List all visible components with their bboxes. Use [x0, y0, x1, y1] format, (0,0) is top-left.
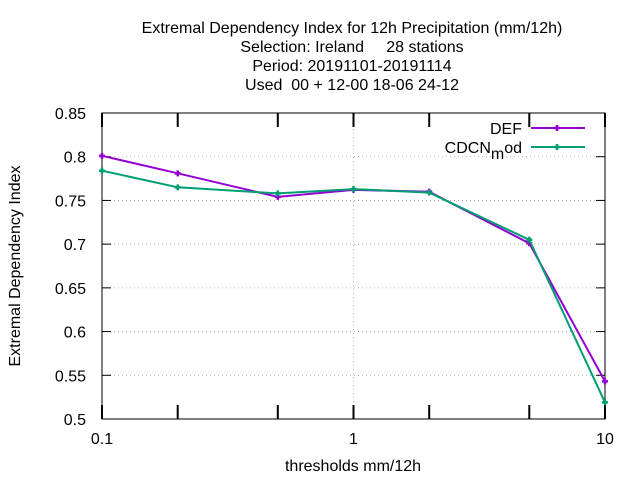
y-tick-label: 0.75	[55, 193, 86, 210]
series-point-def	[174, 170, 181, 177]
legend-label-cdcn: CDCN	[445, 140, 491, 157]
series-point-cdcnmod	[526, 236, 533, 243]
title-line-1: Extremal Dependency Index for 12h Precip…	[142, 20, 563, 37]
legend-label-suffix: od	[504, 140, 522, 157]
x-tick-labels: 0.1 1 10	[91, 431, 614, 448]
legend-marker-def	[554, 125, 560, 131]
y-tick-label: 0.6	[64, 325, 86, 342]
y-tick-labels: 0.5 0.55 0.6 0.65 0.7 0.75 0.8 0.85	[55, 106, 86, 429]
series-point-cdcnmod	[602, 399, 608, 406]
legend-label-subscript: m	[491, 146, 504, 163]
chart-title: Extremal Dependency Index for 12h Precip…	[142, 20, 563, 94]
x-tick-label: 0.1	[91, 431, 113, 448]
y-tick-label: 0.7	[64, 237, 86, 254]
y-tick-label: 0.55	[55, 368, 86, 385]
legend-label-cdcnmod: CDCNmod	[445, 140, 522, 163]
y-tick-label: 0.65	[55, 281, 86, 298]
plot-frame	[101, 112, 606, 420]
legend-label-def: DEF	[490, 121, 522, 138]
y-tick-label: 0.85	[55, 106, 86, 123]
series-point-cdcnmod	[274, 190, 281, 197]
x-tick-label: 10	[596, 431, 614, 448]
grid-lines	[102, 113, 605, 419]
series-point-cdcnmod	[99, 167, 105, 174]
x-tick-label: 1	[349, 431, 358, 448]
series-point-cdcnmod	[426, 189, 433, 196]
y-tick-label: 0.5	[64, 412, 86, 429]
series-layer	[99, 152, 608, 406]
title-line-4: Used 00 + 12-00 18-06 24-12	[245, 77, 459, 94]
series-point-cdcnmod	[174, 184, 181, 191]
series-point-cdcnmod	[350, 186, 357, 193]
y-axis-label: Extremal Dependency Index	[7, 166, 24, 367]
title-line-2: Selection: Ireland 28 stations	[240, 39, 463, 56]
series-point-def	[602, 378, 608, 385]
y-tick-label: 0.8	[64, 150, 86, 167]
legend-marker-cdcnmod	[554, 144, 560, 150]
title-line-3: Period: 20191101-20191114	[252, 58, 451, 75]
legend: DEF CDCNmod	[445, 121, 585, 163]
series-point-def	[99, 152, 105, 159]
x-axis-label: thresholds mm/12h	[285, 458, 421, 475]
